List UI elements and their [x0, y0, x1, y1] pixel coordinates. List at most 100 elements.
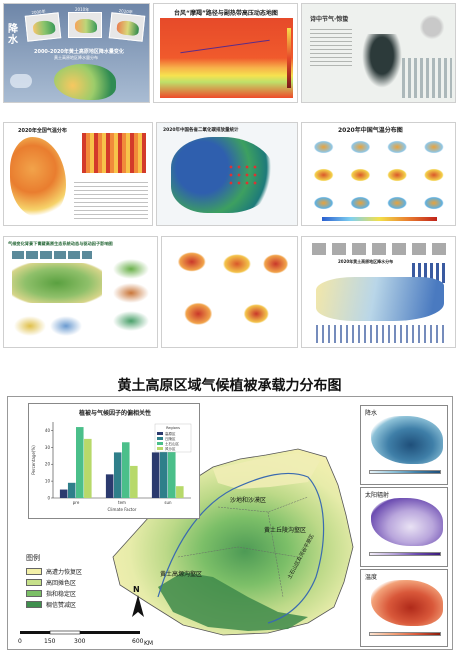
legend-swatch [26, 601, 42, 608]
solar-inset-map [371, 498, 443, 546]
tile-typhoon-map[interactable]: 台风“摩羯”路径与副热带高压动态地图 [153, 3, 298, 103]
typhoon-title: 台风“摩羯”路径与副热带高压动态地图 [174, 10, 278, 17]
tile-temperature-bars[interactable]: 2020年全国气温分布 [3, 122, 153, 226]
mini-map [116, 19, 140, 37]
poem-figure [362, 34, 402, 88]
legend-label: 稠信赞减区 [46, 602, 77, 609]
scale-tick-150: 150 [44, 638, 56, 645]
profile-charts [316, 325, 444, 343]
y-tick-label: 30 [45, 445, 51, 450]
poem-title: 诗中节气·惊蛰 [310, 16, 349, 23]
tile-poem-illustration[interactable]: 诗中节气·惊蛰 [301, 3, 456, 103]
year-panel-2020: 2020年 [108, 8, 146, 42]
qinghai-side-maps [108, 257, 154, 337]
sub-region-boundaries [177, 496, 309, 598]
temp-grid-maps [306, 135, 453, 215]
bar-sun-0 [151, 452, 160, 498]
chart-legend-label: 风沙区 [165, 446, 176, 451]
precip-big-map [54, 64, 116, 100]
year-panel-2000: 2000年 [24, 8, 62, 42]
bar-sun-2 [168, 425, 176, 498]
mini-map [75, 19, 97, 33]
poem-charts [402, 58, 452, 98]
tile-temperature-grid[interactable]: 2020年中国气温分布图 [301, 122, 456, 226]
scale-bar: 0 150 300 600 KM [18, 629, 168, 649]
temp-grid-title: 2020年中国气温分布图 [338, 127, 403, 134]
precip-side-title: 降水 [8, 24, 18, 46]
region-label-desert: 沙地和沙漠区 [230, 497, 267, 504]
legend-label: 高遭力恢复区 [46, 569, 83, 576]
temp-heat-bars [82, 133, 146, 173]
bar-pre-3 [84, 438, 92, 498]
chart-legend-label: 高原区 [165, 431, 176, 436]
year-panel-2010: 2010年 [68, 7, 102, 38]
x-axis-label: Climate Factor [108, 507, 137, 512]
bar-pre-1 [67, 482, 76, 498]
tile-national-ecology-map[interactable]: 2020年中国各省二氧化碳排放量统计 [156, 122, 298, 226]
legend-item: 稠信赞减区 [26, 599, 126, 610]
bar-chart-svg: 0 10 20 30 40 Percentage(%) pre tem sun Climate F… [31, 422, 192, 512]
temp-grid-colorbar [322, 217, 437, 221]
bar-pre-0 [59, 489, 68, 498]
north-arrow: N [128, 585, 148, 625]
inset-solar-radiation: 太阳辐射 [360, 487, 448, 567]
profile-icons [312, 243, 447, 255]
china-map [171, 137, 275, 213]
y-tick-label: 0 [47, 496, 50, 501]
region-label-hilly: 黄土丘陵沟壑区 [264, 527, 307, 534]
chart-legend-label: 丘陵区 [165, 436, 176, 441]
year-panels: 2000年 2010年 2020年 [24, 7, 146, 44]
tile-loess-profile[interactable]: 2020年黄土高原地区降水分布 [301, 236, 456, 348]
y-axis-label: Percentage(%) [31, 445, 36, 475]
x-tick-label: sun [164, 500, 172, 505]
y-tick-label: 20 [45, 462, 51, 467]
legend-item: 高回摊色区 [26, 577, 126, 588]
chart-legend-label: 土石山区 [165, 441, 179, 446]
loess-plateau-north-zone [213, 453, 320, 489]
poem-text-block [310, 26, 352, 66]
y-tick-label: 40 [45, 428, 51, 433]
bar-tem-0 [105, 474, 114, 498]
chart-legend-swatch [157, 447, 163, 450]
region-label-tableland: 黄土高塬沟壑区 [160, 571, 203, 578]
precip-inset-map [371, 416, 443, 464]
legend-item: 指和稳定区 [26, 588, 126, 599]
precip-title: 2000-2020年黄土高原地区降水量变化 [34, 49, 124, 55]
precip-colorbar [369, 470, 441, 474]
yellow-river-line [157, 472, 325, 624]
qinghai-title: 气候变化背景下青藏高原生态系统动态与驱动因子影响图 [8, 241, 113, 246]
qinghai-bottom-maps [12, 309, 102, 343]
bar-tem-3 [130, 465, 138, 498]
scale-tick-0: 0 [18, 638, 22, 645]
chart-legend-swatch [157, 432, 163, 435]
year-label: 2000年 [31, 8, 46, 16]
temp-inset-map [371, 580, 443, 626]
chart-title: 植被与气候因子的偏相关性 [78, 410, 151, 417]
main-map-title: 黄土高原区域气候植被承载力分布图 [117, 378, 342, 394]
year-label: 2020年 [118, 8, 134, 15]
tile-qinghai-plateau[interactable]: 气候变化背景下青藏高原生态系统动态与驱动因子影响图 [3, 236, 158, 348]
year-label: 2010年 [75, 7, 90, 12]
multi-map-grid [166, 241, 295, 345]
chart-legend-swatch [157, 437, 163, 440]
legend-items: 高遭力恢复区 高回摊色区指和稳定区稠信赞减区 [26, 566, 126, 610]
typhoon-heatmap [160, 18, 293, 98]
scale-unit: KM [144, 640, 154, 647]
legend-title: 图例 [26, 554, 40, 562]
legend-item: 高遭力恢复区 [26, 566, 126, 577]
legend-label: 指和稳定区 [46, 591, 77, 598]
scale-tick-300: 300 [74, 638, 86, 645]
legend-swatch [26, 590, 42, 597]
national-title: 2020年中国各省二氧化碳排放量统计 [163, 128, 239, 133]
scale-bar-graphic [20, 630, 140, 635]
loess-profile-title: 2020年黄土高原地区降水分布 [338, 259, 394, 264]
inset-temp-title: 温度 [365, 574, 378, 581]
chart-legend-swatch [157, 442, 163, 445]
north-label: N [133, 585, 140, 594]
bar-sun-3 [176, 486, 184, 498]
legend-swatch [26, 579, 42, 586]
qinghai-map [12, 263, 102, 303]
qinghai-photo-strip [12, 251, 92, 259]
tile-precipitation-poster[interactable]: 降水 2000年 2010年 2020年 2000-2020年黄土高原地区降水量… [3, 3, 150, 103]
tile-multi-province-maps[interactable] [161, 236, 298, 348]
